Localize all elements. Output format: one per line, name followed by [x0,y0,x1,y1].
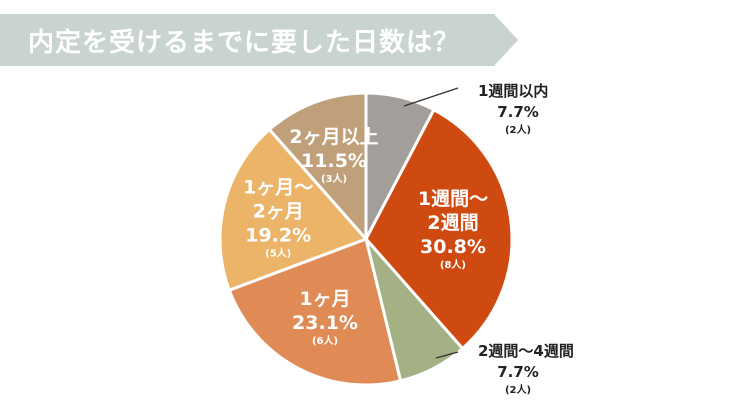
slice-3-count-label: (2人) [505,383,531,396]
slice-2-percent-label: 30.8% [420,236,486,258]
slice-5-percent-label: 19.2% [245,225,311,247]
slice-4-percent-label: 23.1% [292,312,358,334]
slice-5-category-label: 1ヶ月〜 [243,177,313,199]
pie-slice-2 [364,107,514,351]
pie-slice-5 [218,127,369,293]
slice-6-percent-label: 11.5% [301,150,367,172]
slice-2-count-label: (8人) [440,258,466,271]
slice-2-category-label: 1週間〜 [418,188,488,210]
slice-6-count-label: (3人) [321,172,347,185]
slice-3-percent-label: 7.7% [497,363,539,381]
slice-2-category-label: 2週間 [427,212,478,234]
title-banner: 内定を受けるまでに要した日数は？ [0,14,520,66]
slice-3-category-label: 2週間〜4週間 [478,342,574,360]
slice-3-leader-line [435,351,459,359]
pie-slice-6 [267,91,368,243]
slice-1-category-label: 1週間以内 [478,82,548,100]
title-banner-shape [0,14,518,66]
slice-4-count-label: (6人) [312,334,338,347]
slice-1-leader-line [403,87,459,107]
slice-4-category-label: 1ヶ月 [299,288,350,310]
chart-title: 内定を受けるまでに要した日数は？ [28,28,461,58]
slice-1-count-label: (2人) [505,123,531,136]
slice-6-category-label: 2ヶ月以上 [289,126,378,148]
slice-1-percent-label: 7.7% [497,103,539,121]
slice-5-category-label: 2ヶ月 [253,201,304,223]
slice-5-count-label: (5人) [265,247,291,260]
